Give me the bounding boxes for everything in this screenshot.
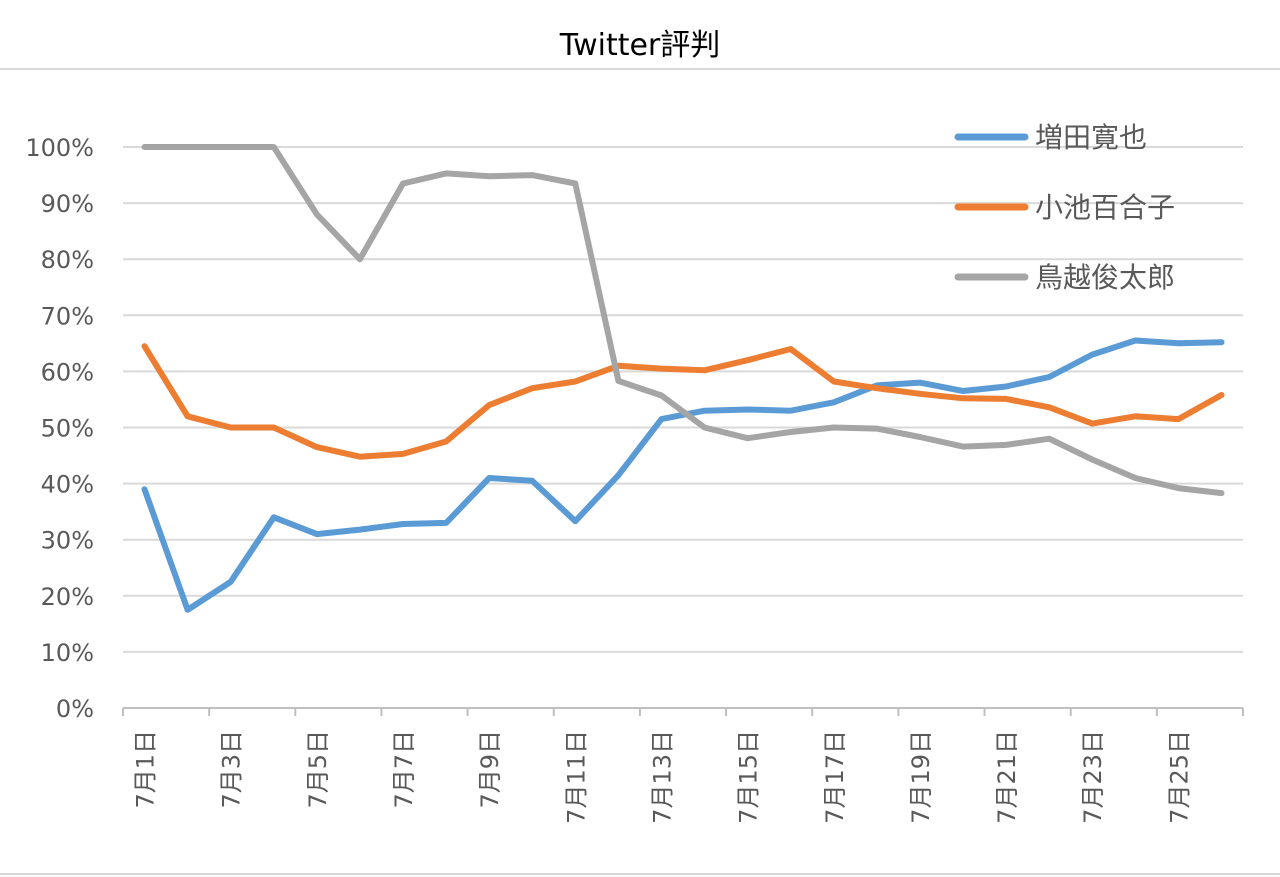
x-tick-label: 7月23日 (1079, 730, 1107, 824)
x-tick-label: 7月17日 (821, 730, 849, 824)
x-axis: 7月1日 7月3日 7月5日 7月7日 7月9日 7月11日 7月13日 7月15日 7月17日… (122, 707, 1244, 824)
y-tick-label: 50% (41, 415, 94, 443)
bottom-rule (0, 873, 1280, 875)
x-tick-label: 7月11日 (562, 730, 590, 824)
title-bar: Twitter評判 (0, 0, 1280, 70)
y-tick-label: 70% (41, 302, 94, 330)
y-tick-label: 40% (41, 471, 94, 499)
y-axis: 0% 10% 20% 30% 40% 50% 60% 70% 80% 90% 100% (25, 134, 94, 723)
x-tick-label: 7月13日 (648, 730, 676, 824)
legend-label: 鳥越俊太郎 (1035, 261, 1175, 294)
y-tick-label: 30% (41, 527, 94, 555)
series-lines (141, 144, 1225, 613)
gridlines (123, 146, 1243, 653)
chart-title: Twitter評判 (559, 28, 721, 63)
x-tick-label: 7月5日 (304, 730, 332, 809)
series-line (141, 144, 1225, 497)
x-tick-label: 7月1日 (132, 730, 160, 809)
y-tick-label: 10% (41, 639, 94, 667)
x-tick-label: 7月9日 (476, 730, 504, 809)
series-line (141, 337, 1225, 613)
series-line (141, 343, 1225, 460)
x-tick-label: 7月21日 (993, 730, 1021, 824)
x-tick-label: 7月7日 (390, 730, 418, 809)
y-tick-label: 90% (41, 190, 94, 218)
legend-label: 増田寛也 (1035, 121, 1147, 154)
y-tick-label: 60% (41, 358, 94, 386)
x-tick-label: 7月19日 (907, 730, 935, 824)
y-tick-label: 20% (41, 583, 94, 611)
y-tick-label: 0% (56, 695, 94, 723)
y-tick-label: 100% (25, 134, 94, 162)
x-tick-label: 7月15日 (735, 730, 763, 824)
x-tick-label: 7月25日 (1165, 730, 1193, 824)
x-tick-label: 7月3日 (218, 730, 246, 809)
y-tick-label: 80% (41, 246, 94, 274)
legend-label: 小池百合子 (1035, 191, 1175, 224)
